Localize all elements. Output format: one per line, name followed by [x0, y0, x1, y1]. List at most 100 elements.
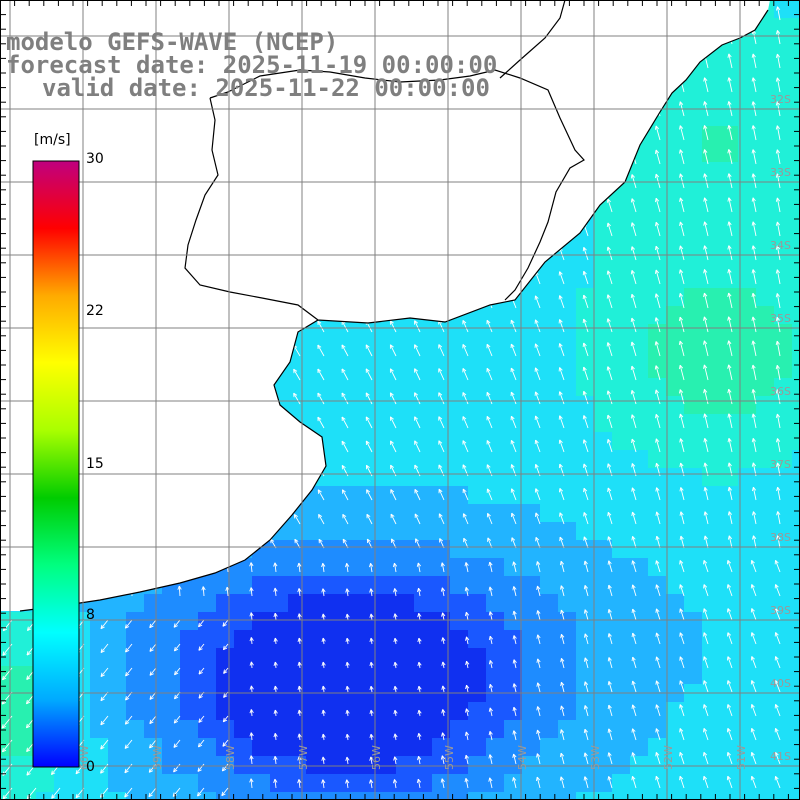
wind-speed-cell	[414, 162, 433, 181]
wind-arrow	[389, 320, 397, 333]
wind-speed-cell	[144, 144, 163, 163]
wind-arrow	[512, 635, 517, 645]
wind-arrow	[558, 223, 565, 237]
wind-speed-cell	[540, 504, 559, 523]
wind-arrow	[220, 105, 229, 117]
wind-speed-cell	[540, 360, 559, 379]
wind-speed-cell	[432, 360, 451, 379]
wind-speed-cell	[270, 306, 289, 325]
wind-speed-cell	[396, 234, 415, 253]
wind-speed-cell	[504, 486, 523, 505]
wind-arrow	[775, 293, 781, 309]
wind-speed-cell	[720, 234, 739, 253]
wind-speed-cell	[774, 720, 793, 739]
wind-speed-cell	[108, 432, 127, 451]
wind-arrow	[462, 320, 469, 333]
wind-speed-cell	[180, 414, 199, 433]
wind-speed-cell	[468, 0, 487, 19]
wind-arrow	[149, 619, 157, 629]
wind-arrow	[3, 178, 13, 189]
wind-arrow	[558, 271, 565, 285]
wind-speed-cell	[630, 396, 649, 415]
wind-arrow	[293, 489, 301, 501]
wind-speed-cell	[720, 558, 739, 577]
wind-speed-cell	[756, 504, 775, 523]
wind-speed-cell	[252, 378, 271, 397]
wind-speed-cell	[504, 432, 523, 451]
wind-speed-cell	[774, 324, 793, 343]
wind-speed-cell	[576, 306, 595, 325]
wind-speed-cell	[108, 288, 127, 307]
wind-speed-cell	[576, 540, 595, 559]
wind-speed-cell	[360, 126, 379, 145]
wind-speed-cell	[342, 378, 361, 397]
wind-speed-cell	[792, 270, 800, 289]
wind-arrow	[196, 393, 205, 405]
wind-arrow	[727, 221, 733, 237]
wind-arrow	[27, 10, 37, 21]
wind-speed-cell	[306, 540, 325, 559]
wind-speed-cell	[108, 594, 127, 613]
wind-speed-cell	[702, 612, 721, 631]
wind-speed-cell	[414, 18, 433, 37]
wind-arrow	[488, 683, 494, 693]
wind-speed-cell	[522, 648, 541, 667]
wind-arrow	[727, 269, 733, 285]
wind-speed-cell	[324, 360, 343, 379]
wind-speed-cell	[702, 792, 721, 800]
wind-speed-cell	[720, 594, 739, 613]
wind-speed-cell	[252, 0, 271, 19]
wind-arrow	[105, 560, 110, 573]
wind-speed-cell	[144, 666, 163, 685]
wind-speed-cell	[234, 360, 253, 379]
wind-speed-cell	[540, 774, 559, 793]
wind-arrow	[220, 177, 229, 189]
wind-speed-cell	[486, 450, 505, 469]
wind-speed-cell	[540, 576, 559, 595]
wind-arrow	[582, 54, 589, 69]
wind-speed-cell	[684, 414, 703, 433]
wind-speed-cell	[630, 756, 649, 775]
wind-arrow	[631, 680, 637, 693]
wind-arrow	[369, 709, 374, 717]
wind-arrow	[416, 562, 422, 573]
wind-arrow	[679, 125, 685, 141]
wind-speed-cell	[108, 378, 127, 397]
wind-speed-cell	[486, 594, 505, 613]
wind-speed-cell	[576, 144, 595, 163]
wind-speed-cell	[306, 648, 325, 667]
wind-speed-cell	[738, 162, 757, 181]
wind-speed-cell	[594, 576, 613, 595]
wind-speed-cell	[234, 738, 253, 757]
wind-speed-cell	[270, 342, 289, 361]
wind-speed-cell	[468, 594, 487, 613]
wind-speed-cell	[306, 630, 325, 649]
wind-arrow	[245, 489, 253, 501]
wind-speed-cell	[648, 18, 667, 37]
wind-speed-cell	[180, 774, 199, 793]
wind-speed-cell	[414, 378, 433, 397]
wind-speed-cell	[198, 594, 217, 613]
wind-arrow	[727, 388, 733, 405]
wind-arrow	[631, 584, 637, 597]
wind-speed-cell	[576, 270, 595, 289]
wind-speed-cell	[360, 594, 379, 613]
wind-speed-cell	[720, 612, 739, 631]
wind-speed-cell	[342, 288, 361, 307]
wind-speed-cell	[432, 666, 451, 685]
wind-speed-cell	[594, 162, 613, 181]
wind-arrow	[703, 535, 709, 549]
wind-speed-cell	[108, 180, 127, 199]
wind-speed-cell	[0, 576, 19, 595]
wind-speed-cell	[612, 306, 631, 325]
wind-arrow	[654, 317, 661, 333]
wind-arrow	[51, 105, 61, 117]
wind-speed-cell	[252, 414, 271, 433]
wind-speed-cell	[558, 378, 577, 397]
wind-arrow	[220, 9, 229, 21]
wind-speed-cell	[792, 720, 800, 739]
wind-speed-cell	[306, 270, 325, 289]
wind-speed-cell	[720, 90, 739, 109]
wind-speed-cell	[126, 180, 145, 199]
wind-speed-cell	[486, 630, 505, 649]
